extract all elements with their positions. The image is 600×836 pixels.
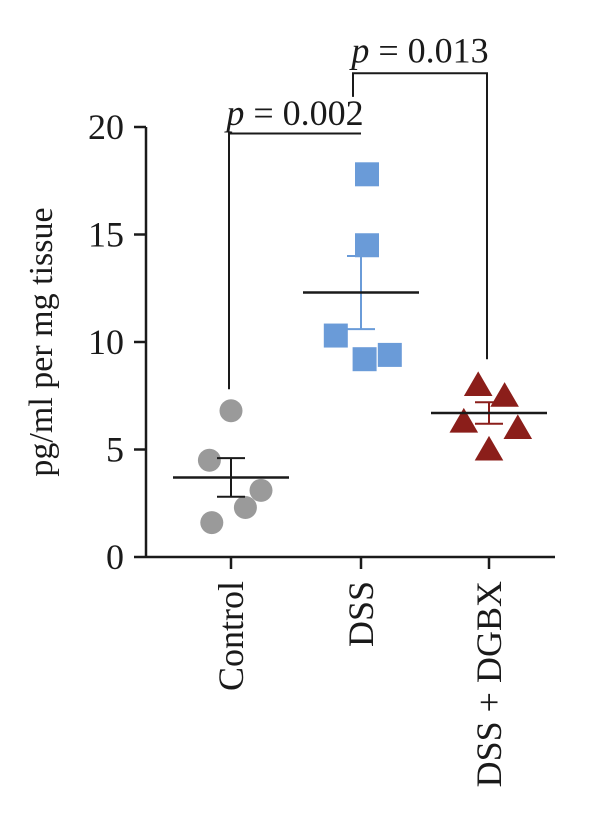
data-point <box>503 414 533 440</box>
group-control <box>173 399 289 535</box>
group-dss <box>303 162 419 372</box>
data-point <box>219 399 243 423</box>
y-tick-label: 20 <box>88 107 124 147</box>
significance-bracket <box>228 132 361 390</box>
x-tick-label: DSS + DGBX <box>469 581 509 787</box>
x-tick-label: DSS <box>341 581 381 647</box>
data-point <box>449 407 479 433</box>
y-tick-label: 15 <box>88 215 124 255</box>
significance-bracket <box>352 72 488 360</box>
data-point <box>355 233 379 258</box>
p-value-label: p = 0.002 <box>223 93 363 133</box>
significance-brackets: p = 0.002 p = 0.013 <box>223 31 489 390</box>
y-tick-label: 10 <box>88 322 124 362</box>
data-point <box>474 435 504 461</box>
data-point <box>352 347 377 372</box>
data-point <box>249 478 273 502</box>
data-point <box>490 382 519 407</box>
y-tick-label: 0 <box>106 537 124 577</box>
y-axis-label: pg/ml per mg tissue <box>23 207 60 476</box>
data-point <box>233 496 257 520</box>
data-point <box>463 371 493 397</box>
x-tick-label: Control <box>211 581 251 691</box>
data-point <box>377 342 402 367</box>
p-value-label: p = 0.013 <box>348 31 488 71</box>
axes: 0 5 10 15 20 Control DSS DSS + DGBX <box>88 107 555 787</box>
data-point <box>197 448 221 472</box>
data-point <box>355 162 379 187</box>
data-marks <box>173 162 547 535</box>
group-dss-dgbx <box>431 371 547 461</box>
y-tick-label: 5 <box>106 430 124 470</box>
data-point <box>200 511 224 535</box>
data-point <box>323 323 348 348</box>
